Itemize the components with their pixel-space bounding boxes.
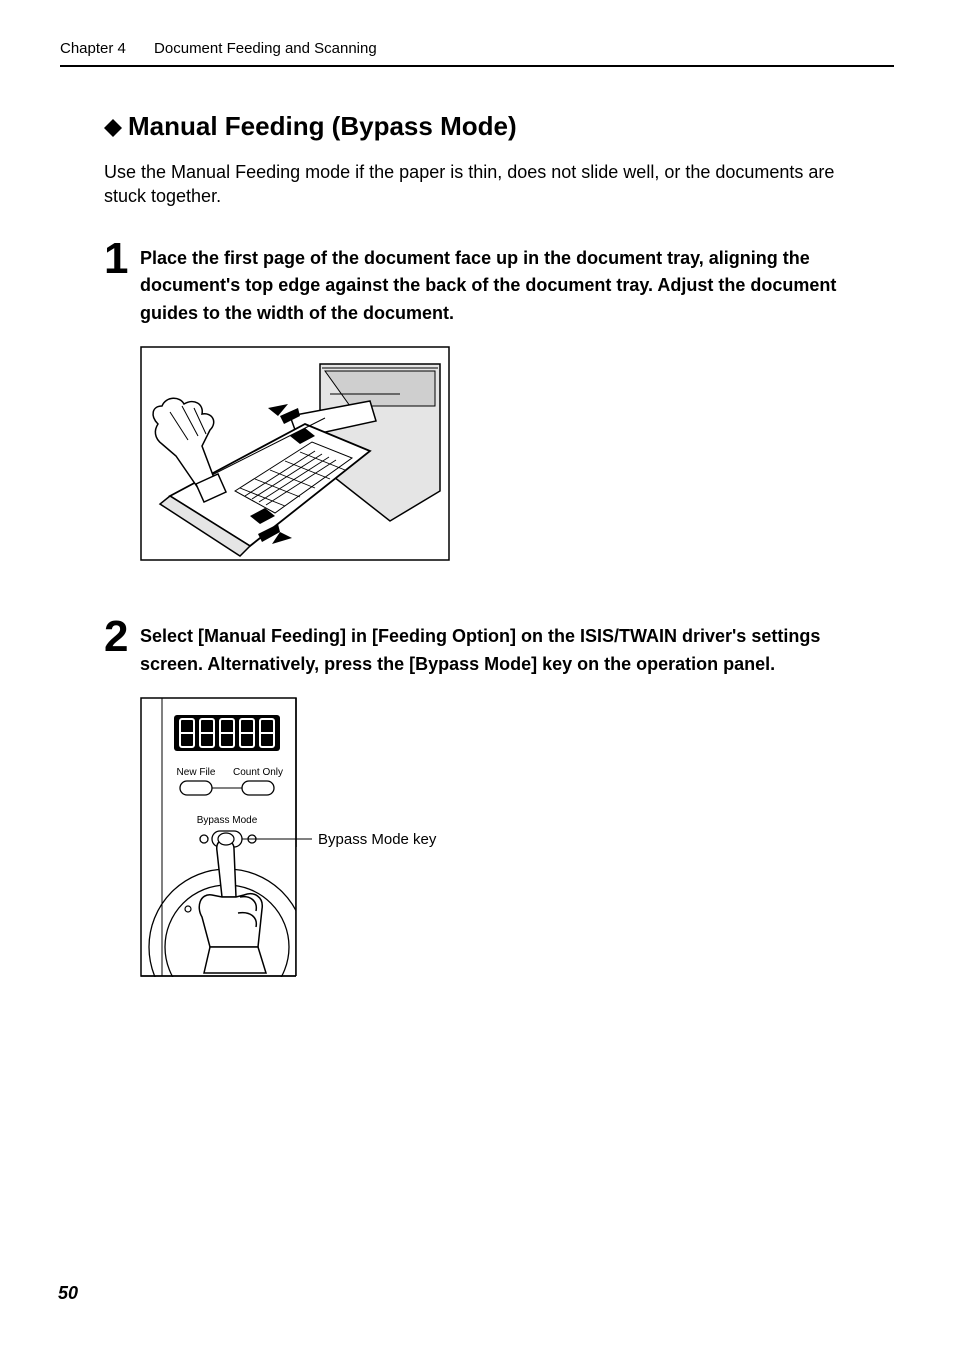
chapter-title: Document Feeding and Scanning	[154, 40, 377, 57]
step-text: Place the first page of the document fac…	[140, 245, 854, 329]
callout-bypass-key: Bypass Mode key	[318, 831, 437, 848]
page: Chapter 4 Document Feeding and Scanning …	[0, 0, 954, 1348]
step-number: 2	[104, 615, 140, 1007]
section-title: Manual Feeding (Bypass Mode)	[104, 111, 894, 142]
section-intro: Use the Manual Feeding mode if the paper…	[104, 160, 854, 209]
step-text: Select [Manual Feeding] in [Feeding Opti…	[140, 623, 854, 679]
page-header: Chapter 4 Document Feeding and Scanning	[60, 40, 894, 67]
page-number: 50	[58, 1283, 78, 1304]
label-new-file: New File	[177, 767, 216, 778]
step-number: 1	[104, 237, 140, 592]
chapter-label: Chapter 4	[60, 40, 126, 57]
figure-document-tray	[140, 346, 854, 561]
step-body: Select [Manual Feeding] in [Feeding Opti…	[140, 615, 854, 1007]
step-2: 2 Select [Manual Feeding] in [Feeding Op…	[104, 615, 854, 1007]
scanner-tray-illustration	[140, 346, 450, 561]
section-title-text: Manual Feeding (Bypass Mode)	[128, 111, 517, 141]
label-count-only: Count Only	[233, 767, 283, 778]
step-1: 1 Place the first page of the document f…	[104, 237, 854, 592]
operation-panel-illustration: New File Count Only Bypass Mode Bypass	[140, 697, 460, 977]
figure-operation-panel: New File Count Only Bypass Mode Bypass	[140, 697, 854, 977]
step-body: Place the first page of the document fac…	[140, 237, 854, 592]
diamond-bullet-icon	[104, 119, 122, 137]
label-bypass-mode: Bypass Mode	[197, 815, 258, 826]
